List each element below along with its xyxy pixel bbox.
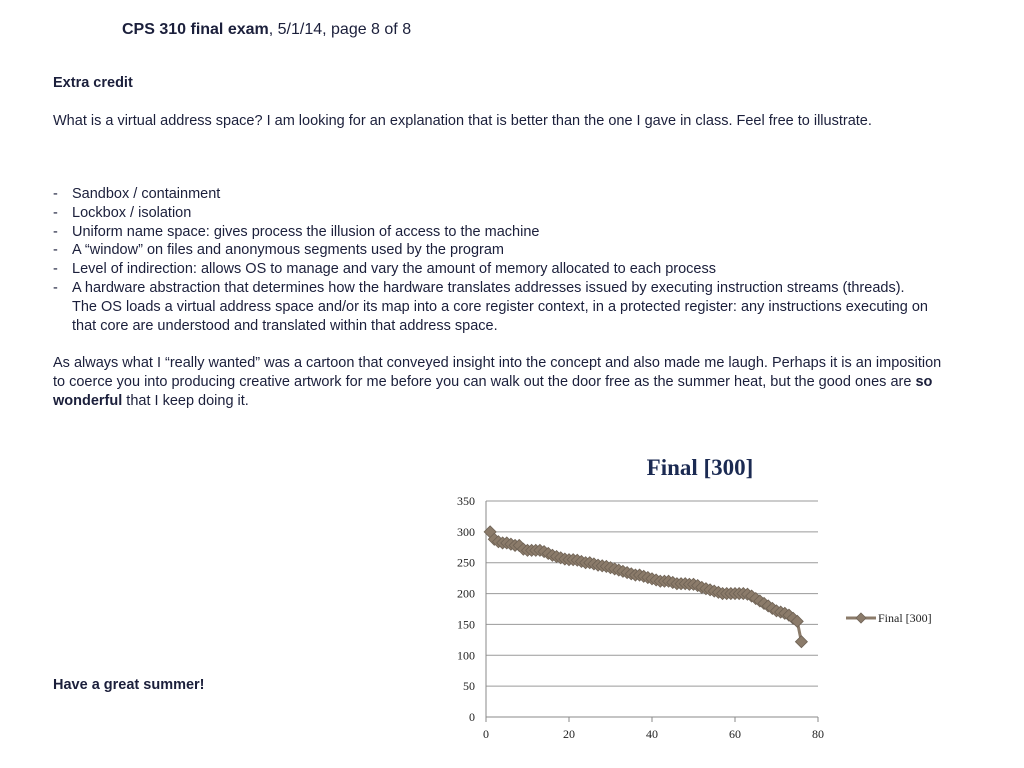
y-tick-label: 250	[457, 556, 475, 570]
answer-list: Sandbox / containment Lockbox / isolatio…	[53, 185, 933, 335]
page-header: CPS 310 final exam, 5/1/14, page 8 of 8	[122, 21, 411, 39]
answer-item: Uniform name space: gives process the il…	[53, 223, 933, 242]
chart-title: Final [300]	[646, 455, 754, 480]
x-tick-label: 0	[483, 727, 489, 741]
y-tick-label: 300	[457, 525, 475, 539]
x-tick-label: 20	[563, 727, 575, 741]
y-tick-label: 50	[463, 679, 475, 693]
y-tick-label: 150	[457, 617, 475, 631]
legend-label: Final [300]	[878, 611, 932, 625]
answer-item: A “window” on files and anonymous segmen…	[53, 241, 933, 260]
closing-text-start: As always what I “really wanted” was a c…	[53, 355, 942, 390]
exam-date-page: , 5/1/14, page 8 of 8	[268, 21, 412, 38]
closing-paragraph: As always what I “really wanted” was a c…	[53, 354, 943, 410]
y-tick-label: 350	[457, 494, 475, 508]
farewell-message: Have a great summer!	[53, 677, 205, 693]
extra-credit-title: Extra credit	[53, 75, 133, 91]
answer-item: Level of indirection: allows OS to manag…	[53, 260, 933, 279]
x-tick-label: 60	[729, 727, 741, 741]
answer-item: A hardware abstraction that determines h…	[53, 279, 933, 335]
y-tick-label: 200	[457, 587, 475, 601]
answer-item: Lockbox / isolation	[53, 204, 933, 223]
y-tick-label: 100	[457, 648, 475, 662]
x-tick-label: 40	[646, 727, 658, 741]
data-point	[794, 635, 808, 649]
course-title: CPS 310 final exam	[122, 21, 269, 38]
y-tick-label: 0	[469, 710, 475, 724]
closing-emphasis: so wonderful	[53, 373, 933, 409]
closing-text-end: that I keep doing it.	[122, 392, 249, 409]
x-tick-label: 80	[812, 727, 824, 741]
extra-credit-question: What is a virtual address space? I am lo…	[53, 113, 872, 129]
legend-marker	[855, 612, 867, 624]
data-point	[790, 614, 804, 628]
answer-item: Sandbox / containment	[53, 185, 933, 204]
